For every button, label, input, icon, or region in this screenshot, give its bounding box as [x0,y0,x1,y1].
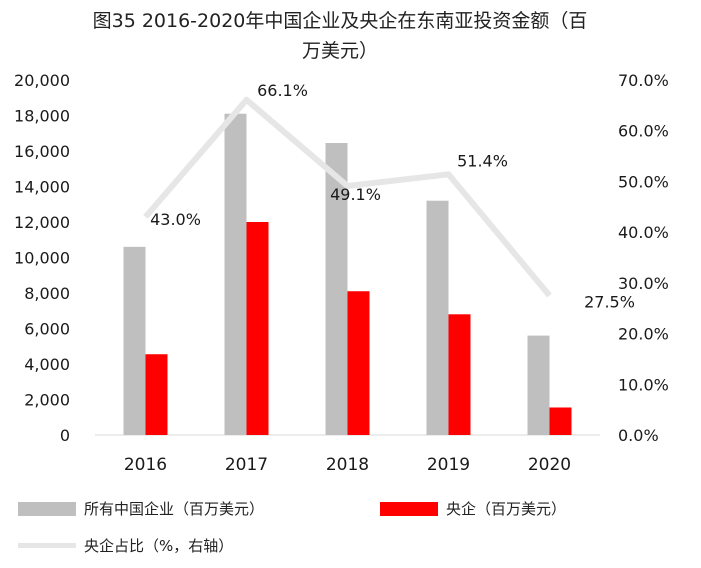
bar-soe [448,314,471,435]
chart-title-line-2: 万美元） [301,40,378,62]
soe-share-data-label: 49.1% [330,185,381,204]
x-axis-tick-label: 2017 [225,455,268,475]
right-axis-tick-label: 10.0% [618,375,669,394]
soe-share-data-label: 27.5% [584,293,635,312]
legend-swatch-red [380,501,438,516]
legend-swatch-gray [18,501,76,516]
legend-label-all-companies: 所有中国企业（百万美元） [84,500,265,518]
left-axis-tick-label: 2,000 [24,391,70,410]
legend-label-soe-share: 央企占比（%，右轴） [84,537,234,555]
left-axis-tick-label: 4,000 [24,355,70,374]
right-axis-tick-label: 60.0% [618,122,669,141]
right-axis-tick-label: 0.0% [618,426,659,445]
bar-all-companies [527,335,550,435]
soe-share-data-label: 43.0% [150,210,201,229]
bar-all-companies [224,113,247,435]
left-axis-tick-label: 20,000 [14,71,70,90]
bar-all-companies [325,143,348,435]
soe-share-data-label: 51.4% [457,151,508,170]
right-axis-tick-label: 30.0% [618,274,669,293]
left-axis-tick-label: 18,000 [14,107,70,126]
legend-item-all-companies: 所有中国企业（百万美元） [18,498,264,519]
right-axis-tick-label: 20.0% [618,325,669,344]
left-axis-tick-label: 6,000 [24,320,70,339]
combo-chart: 0 2,000 4,000 6,000 8,000 10,000 12,000 14,000 1… [14,71,669,475]
line-series: 43.0% 66.1% 49.1% 51.4% 27.5% [143,81,635,312]
right-axis-tick-label: 40.0% [618,223,669,242]
left-axis-tick-label: 10,000 [14,249,70,268]
right-axis-ticks: 0.0% 10.0% 20.0% 30.0% 40.0% 50.0% 60.0% 70.0% [618,71,669,445]
left-axis-tick-label: 16,000 [14,142,70,161]
bar-all-companies [123,246,146,435]
chart-title: 图35 2016-2020年中国企业及央企在东南亚投资金额（百 万美元） [40,6,640,66]
left-axis-tick-label: 0 [60,426,70,445]
bar-soe [347,291,370,435]
bar-soe [549,407,572,435]
bar-soe [145,354,168,435]
x-axis-tick-label: 2018 [326,455,369,475]
x-axis-tick-label: 2019 [427,455,470,475]
x-axis-tick-label: 2016 [124,455,167,475]
left-axis-tick-label: 8,000 [24,284,70,303]
bar-series [123,113,572,435]
chart-title-line-1: 图35 2016-2020年中国企业及央企在东南亚投资金额（百 [92,10,588,32]
legend-swatch-line [18,543,76,548]
left-axis-tick-label: 12,000 [14,213,70,232]
soe-share-line [143,96,552,298]
left-axis-ticks: 0 2,000 4,000 6,000 8,000 10,000 12,000 14,000 1… [14,71,70,445]
bar-all-companies [426,200,449,435]
bar-soe [246,222,269,435]
x-axis-tick-label: 2020 [528,455,571,475]
soe-share-data-label: 66.1% [257,81,308,100]
legend-item-soe-share: 央企占比（%，右轴） [18,535,233,556]
x-axis-ticks: 2016 2017 2018 2019 2020 [124,455,571,475]
right-axis-tick-label: 70.0% [618,71,669,90]
legend-item-soe: 央企（百万美元） [380,498,566,519]
left-axis-tick-label: 14,000 [14,178,70,197]
legend-label-soe: 央企（百万美元） [446,500,567,518]
right-axis-tick-label: 50.0% [618,172,669,191]
